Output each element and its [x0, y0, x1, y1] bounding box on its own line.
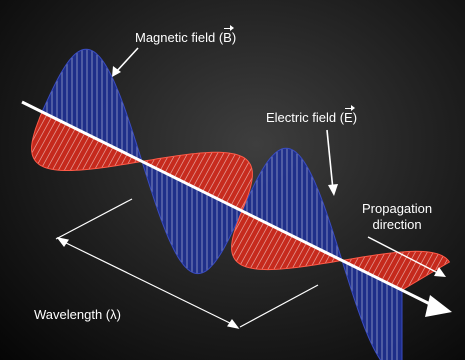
- wavelength-label: Wavelength (λ): [34, 307, 121, 322]
- magnetic-pointer-arrow: [112, 47, 139, 77]
- electric-pointer-arrow: [326, 129, 338, 196]
- magnetic-field-label: Magnetic field (B): [135, 25, 237, 45]
- propagation-axis: [21, 100, 433, 307]
- electric-field-label: Electric field (E): [266, 105, 358, 125]
- axis-arrowhead: [425, 295, 452, 317]
- propagation-direction-arrow: [367, 236, 446, 277]
- propagation-direction-label: Propagation direction: [362, 201, 433, 232]
- magnetic-vector-symbol: B: [223, 25, 234, 45]
- electric-vector-symbol: E: [344, 105, 355, 125]
- wavelength-bracket: [55, 198, 319, 329]
